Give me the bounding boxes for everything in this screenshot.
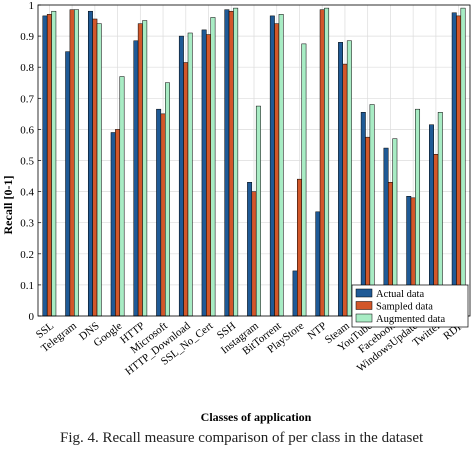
bar-actual-data — [65, 51, 71, 317]
bar-sampled-data — [160, 113, 166, 317]
y-tick-label: 0.8 — [20, 62, 34, 74]
y-tick-label: 1 — [29, 0, 35, 12]
bar-actual-data — [315, 211, 321, 317]
bar-sampled-data — [342, 63, 348, 317]
bar-augmented-data — [187, 32, 193, 317]
bars — [42, 7, 466, 317]
legend-label: Augmented data — [376, 314, 445, 325]
bar-actual-data — [87, 10, 93, 317]
bar-augmented-data — [119, 76, 125, 317]
bar-actual-data — [247, 182, 253, 317]
y-tick-label: 0.1 — [20, 280, 34, 292]
bar-actual-data — [269, 15, 275, 317]
y-tick-label: 0.5 — [20, 156, 34, 168]
bar-augmented-data — [460, 7, 466, 317]
bar-actual-data — [178, 35, 184, 317]
bar-sampled-data — [297, 178, 302, 317]
bar-augmented-data — [96, 23, 102, 317]
legend-swatch — [355, 288, 373, 298]
legend-label: Sampled data — [376, 302, 433, 313]
bar-actual-data — [451, 12, 457, 317]
bar-actual-data — [156, 108, 162, 317]
bar-sampled-data — [206, 34, 211, 317]
bar-augmented-data — [255, 105, 261, 317]
y-tick-labels: 0 0.1 0.2 0.3 0.4 0.5 0.6 0.7 0.8 0.9 1 — [20, 0, 34, 323]
bar-augmented-data — [51, 10, 57, 317]
bar-sampled-data — [137, 23, 143, 317]
bar-augmented-data — [301, 43, 307, 317]
y-tick-label: 0.4 — [20, 187, 34, 199]
bar-sampled-data — [115, 129, 121, 317]
legend-swatch — [355, 313, 373, 323]
bar-sampled-data — [456, 15, 462, 317]
bar-augmented-data — [142, 20, 148, 317]
x-tick-labels: SSLTelegramDNSGoogleHTTPMicrosoftHTTP_Do… — [34, 320, 466, 378]
bar-sampled-data — [69, 9, 75, 317]
legend-swatch — [355, 301, 373, 310]
bar-augmented-data — [369, 104, 375, 317]
bar-augmented-data — [324, 7, 330, 317]
bar-augmented-data — [74, 9, 79, 317]
x-axis-label: Classes of application — [201, 410, 312, 424]
bar-actual-data — [338, 42, 343, 317]
bar-actual-data — [201, 29, 207, 317]
y-tick-label: 0 — [29, 311, 35, 323]
bar-augmented-data — [165, 82, 170, 317]
bar-sampled-data — [319, 9, 325, 317]
plot-frame — [37, 4, 471, 317]
bar-actual-data — [292, 270, 298, 317]
bar-augmented-data — [278, 14, 284, 317]
y-tick-label: 0.9 — [20, 31, 34, 43]
figure-caption: Fig. 4. Recall measure comparison of per… — [60, 430, 424, 446]
bar-sampled-data — [251, 191, 257, 317]
bar-sampled-data — [228, 10, 234, 317]
legend-label: Actual data — [376, 289, 424, 300]
bar-actual-data — [224, 9, 230, 317]
y-tick-label: 0.3 — [20, 218, 34, 230]
bar-actual-data — [133, 40, 139, 317]
bar-sampled-data — [46, 14, 52, 317]
bar-sampled-data — [274, 23, 280, 317]
y-tick-label: 0.6 — [20, 124, 34, 136]
bar-sampled-data — [92, 18, 98, 317]
y-axis-label: Recall [0-1] — [1, 176, 15, 235]
bar-actual-data — [42, 15, 48, 317]
bar-sampled-data — [183, 62, 189, 317]
bar-augmented-data — [346, 40, 352, 317]
bar-augmented-data — [210, 17, 216, 317]
bar-augmented-data — [233, 7, 239, 317]
y-tick-label: 0.7 — [20, 93, 34, 105]
bar-actual-data — [110, 132, 116, 317]
y-tick-label: 0.2 — [20, 249, 34, 261]
